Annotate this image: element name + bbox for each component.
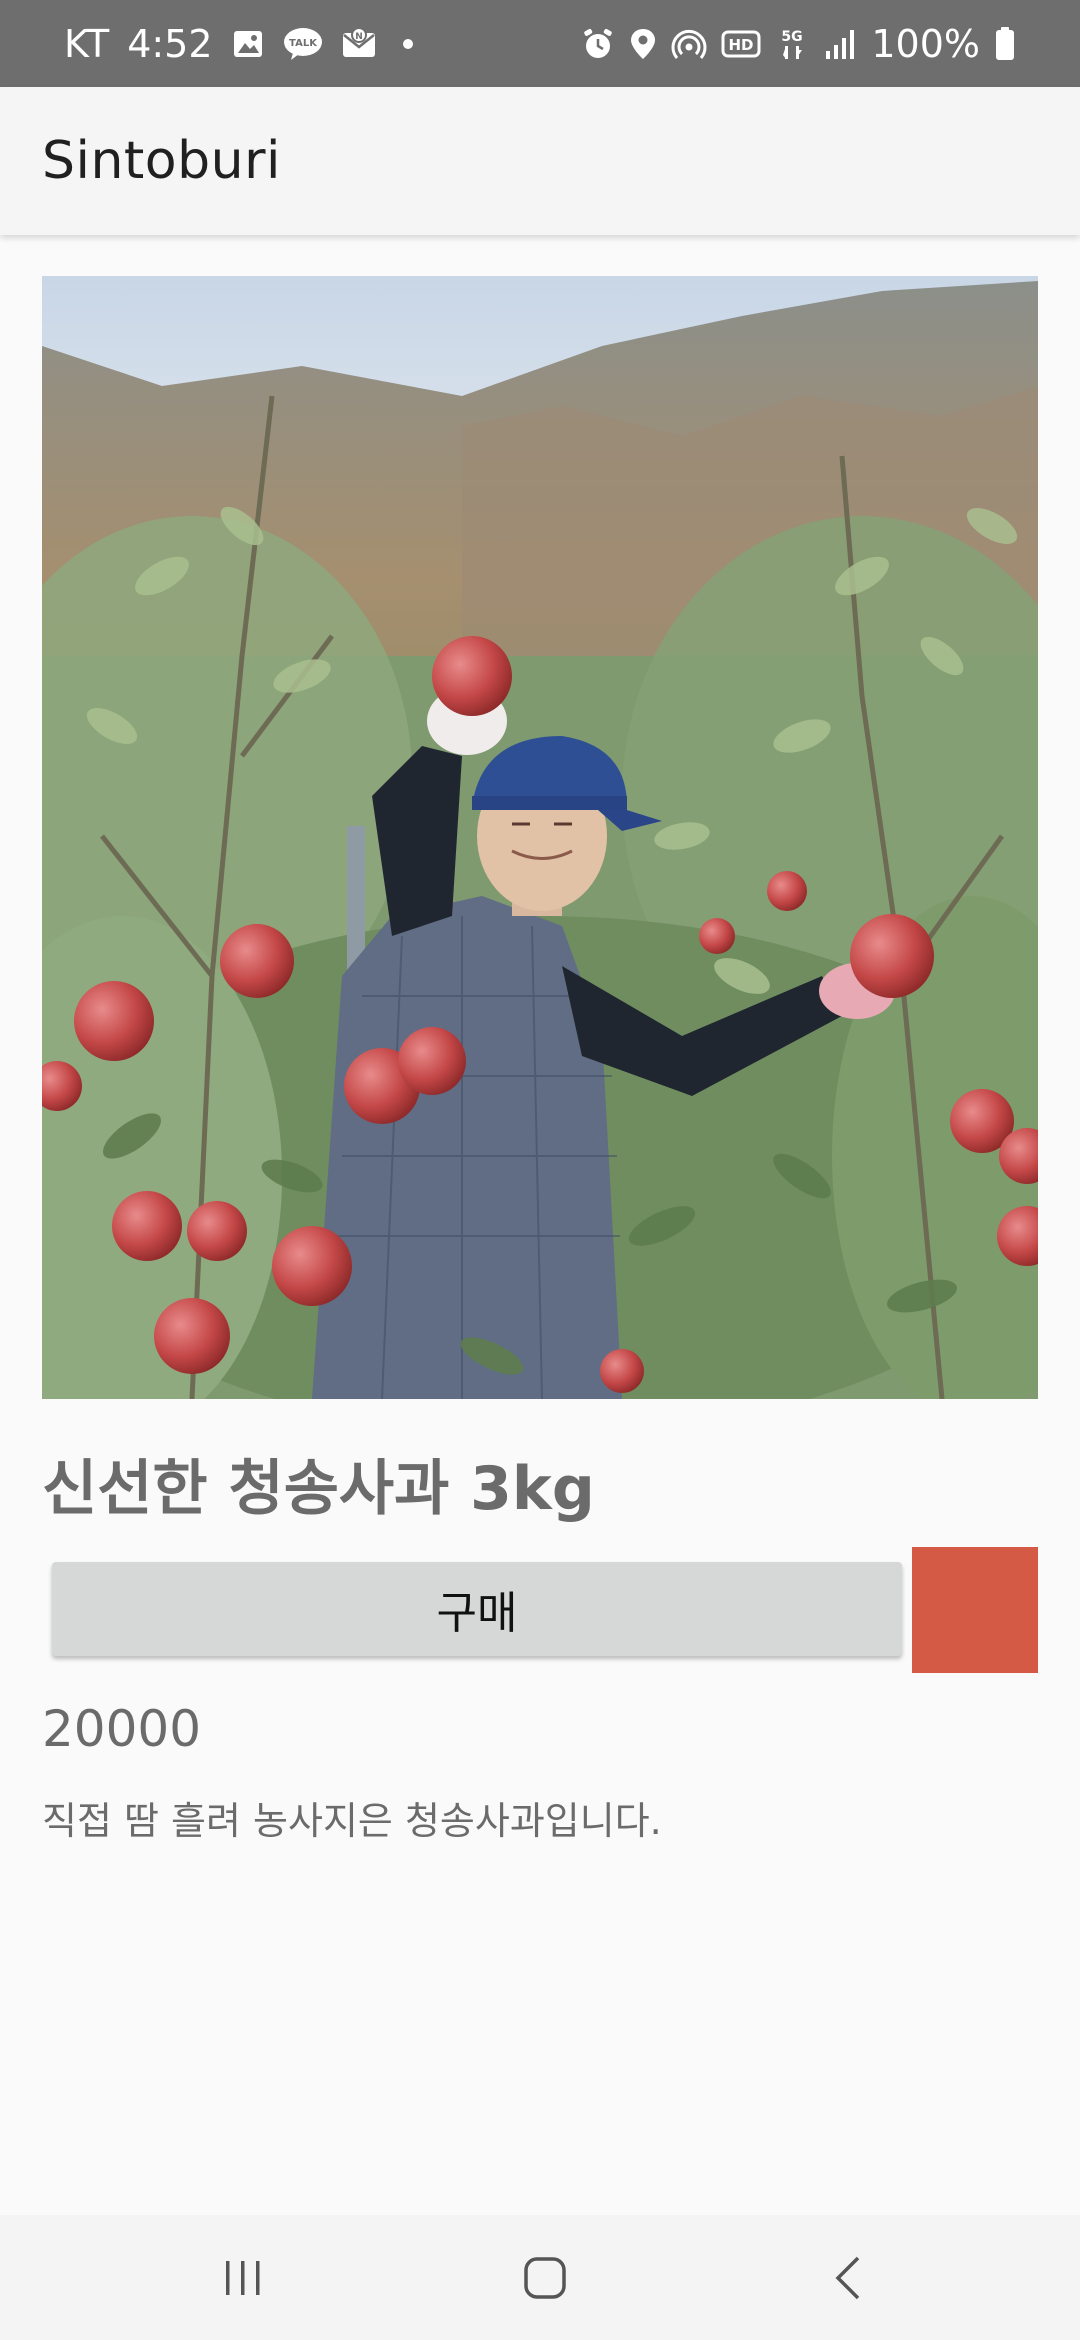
home-button[interactable] [465, 2215, 625, 2340]
status-bar: KT 4:52 TALK N HD 5G 100% [0, 0, 1080, 87]
hotspot-icon [671, 27, 707, 61]
hd-icon: HD [721, 27, 761, 61]
status-time: 4:52 [127, 21, 213, 66]
product-image [42, 276, 1038, 1399]
app-title: Sintoburi [42, 131, 281, 191]
recent-apps-button[interactable] [163, 2215, 323, 2340]
color-swatch[interactable] [912, 1547, 1038, 1673]
apple-farmer-photo [42, 276, 1038, 1399]
kakaotalk-icon: TALK [283, 27, 323, 61]
recent-apps-icon [226, 2260, 260, 2295]
svg-text:5G: 5G [782, 29, 803, 45]
battery-icon [994, 26, 1016, 62]
product-price: 20000 [42, 1700, 202, 1758]
back-icon [835, 2256, 860, 2299]
status-left: KT 4:52 TALK N [64, 22, 413, 66]
signal-icon [823, 27, 857, 61]
naver-mail-icon: N [341, 26, 377, 61]
svg-text:TALK: TALK [289, 38, 318, 49]
svg-text:HD: HD [729, 36, 754, 54]
status-right: HD 5G 100% [581, 22, 1016, 66]
home-icon [524, 2256, 566, 2299]
app-bar: Sintoburi [0, 87, 1080, 235]
product-description: 직접 땀 흘려 농사지은 청송사과입니다. [42, 1799, 662, 1843]
carrier-label: KT [64, 21, 110, 66]
buy-button[interactable]: 구매 [52, 1562, 902, 1656]
more-dot-icon [402, 38, 413, 49]
back-button[interactable] [768, 2215, 928, 2340]
navigation-bar [0, 2215, 1080, 2340]
svg-text:N: N [355, 32, 363, 42]
alarm-icon [581, 27, 615, 61]
gallery-icon [231, 27, 265, 61]
product-name: 신선한 청송사과 3kg [42, 1454, 595, 1524]
battery-percent: 100% [871, 21, 980, 66]
location-icon [629, 27, 657, 61]
5g-icon: 5G [775, 26, 809, 62]
